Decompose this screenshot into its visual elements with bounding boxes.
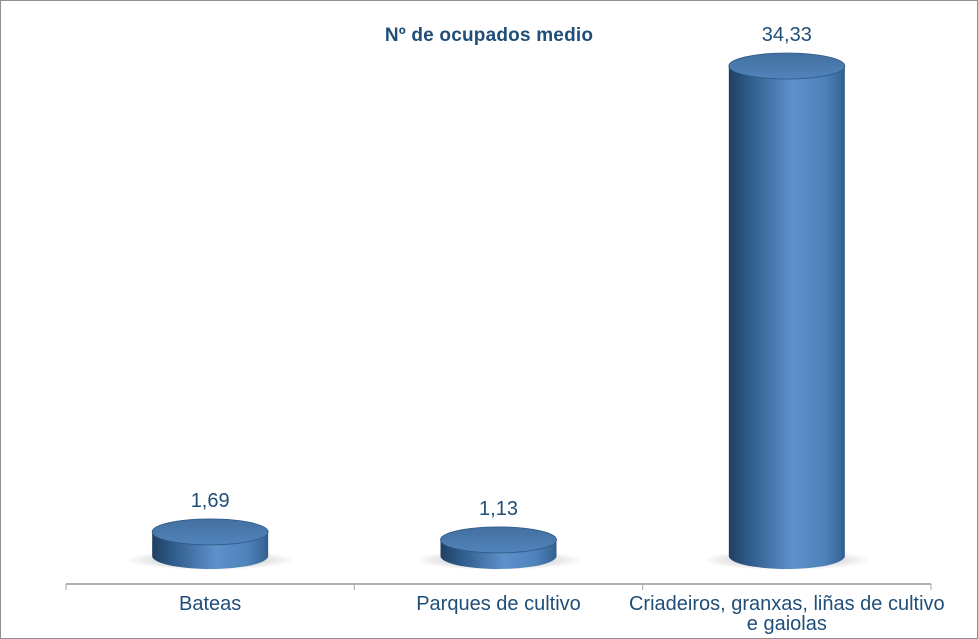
category-label-line: Criadeiros, granxas, liñas de cultivo (629, 593, 945, 615)
category-label: Bateas (179, 593, 241, 615)
cylinder-body (440, 539, 557, 570)
category-label-line: Bateas (179, 593, 241, 615)
cylinder-top-face (151, 518, 269, 546)
value-label: 34,33 (762, 24, 812, 46)
category-label: Parques de cultivo (416, 593, 581, 615)
bars-layer (151, 52, 846, 570)
category-label: Criadeiros, granxas, liñas de cultivo e g… (629, 593, 945, 635)
cylinder-top-face (440, 526, 557, 554)
cylinder-body (728, 66, 845, 570)
chart-title: Nº de ocupados medio (384, 25, 594, 46)
category-label-line: e gaiolas (747, 613, 827, 635)
category-axis (65, 583, 932, 590)
value-label: 1,69 (191, 490, 230, 512)
category-label-line: Parques de cultivo (416, 593, 581, 615)
cylinder-top-face (728, 52, 846, 80)
cylinder-body (152, 531, 269, 570)
value-label: 1,13 (479, 498, 518, 520)
labels-layer: 1,69 Bateas 1,13 Parques de cultivo 34,33 Cri… (179, 24, 945, 635)
